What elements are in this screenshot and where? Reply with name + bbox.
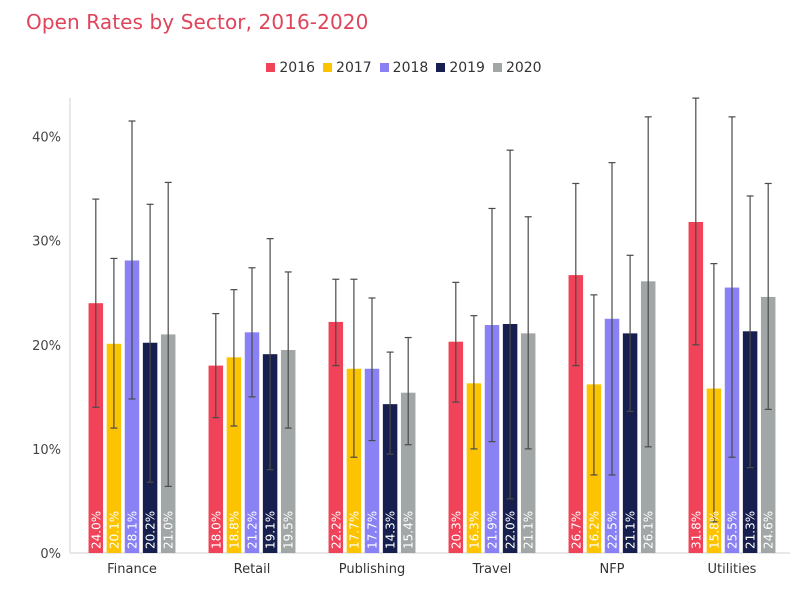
legend-label: 2019 [449,60,485,76]
data-label: 15.4% [402,511,416,549]
bar-publishing-2016 [328,321,344,553]
data-label: 22.0% [504,511,518,549]
legend-label: 2020 [505,60,542,76]
x-tick-label: Finance [107,562,157,577]
legend-item-2020: 2020 [492,60,542,76]
data-label: 15.8% [707,511,721,549]
data-label: 20.1% [107,511,121,549]
data-label: 20.2% [144,511,158,549]
bar-publishing-2018 [364,368,380,553]
data-label: 21.9% [486,511,500,549]
data-label: 17.7% [347,511,361,549]
legend-label: 2016 [279,60,316,76]
data-label: 19.5% [282,511,296,549]
data-label: 21.3% [744,511,758,549]
x-tick-label: Utilities [708,562,757,577]
data-label: 18.0% [209,511,223,549]
legend-swatch [323,63,333,72]
legend-item-2017: 2017 [323,60,372,76]
y-tick-label: 40% [32,131,61,146]
legend-item-2018: 2018 [379,60,429,76]
chart-title: Open Rates by Sector, 2016-2020 [26,10,369,34]
x-tick-label: Publishing [339,562,405,577]
legend-item-2019: 2019 [436,60,485,76]
data-label: 21.1% [522,511,536,549]
y-tick-label: 30% [32,235,61,250]
data-label: 14.3% [384,511,398,549]
data-label: 17.7% [366,511,380,549]
y-tick-label: 0% [40,547,61,562]
legend: 2016 2017 2018 2019 2020 [0,60,808,76]
bar-retail-2017 [226,357,242,553]
data-label: 21.1% [624,511,638,549]
x-tick-label: Travel [472,562,512,577]
legend-swatch [436,63,446,72]
data-label: 28.1% [126,511,140,549]
bar-finance-2016 [88,303,104,553]
data-label: 16.2% [587,511,601,549]
bar-travel-2017 [466,383,482,553]
bar-nfp-2019 [622,333,638,553]
data-label: 25.5% [726,511,740,549]
data-label: 19.1% [264,511,278,549]
data-label: 26.1% [642,511,656,549]
data-label: 16.3% [467,511,481,549]
x-tick-label: NFP [599,562,624,577]
bar-utilities-2020 [760,296,776,553]
bar-utilities-2016 [688,221,704,553]
bar-publishing-2019 [382,404,398,553]
data-label: 21.0% [162,511,176,549]
bar-publishing-2017 [346,368,362,553]
data-label: 20.3% [449,511,463,549]
legend-label: 2017 [336,60,372,76]
x-tick-label: Retail [234,562,271,577]
legend-label: 2018 [392,60,429,76]
bar-travel-2016 [448,341,464,553]
data-label: 21.2% [246,511,260,549]
bar-retail-2016 [208,365,224,553]
bar-nfp-2016 [568,275,584,553]
legend-swatch [492,63,502,72]
legend-swatch [266,63,276,72]
y-tick-label: 20% [32,339,61,354]
data-label: 24.6% [762,511,776,549]
data-label: 31.8% [689,511,703,549]
data-label: 22.2% [329,511,343,549]
legend-swatch [379,63,389,72]
data-label: 22.5% [606,511,620,549]
data-label: 24.0% [89,511,103,549]
legend-item-2016: 2016 [266,60,315,76]
bar-finance-2017 [106,343,122,553]
bar-publishing-2020 [400,392,416,553]
bar-retail-2018 [244,332,260,553]
data-label: 26.7% [569,511,583,549]
bar-retail-2020 [280,350,296,553]
y-tick-label: 10% [32,443,61,458]
data-label: 18.8% [227,511,241,549]
bar-finance-2018 [124,260,140,553]
